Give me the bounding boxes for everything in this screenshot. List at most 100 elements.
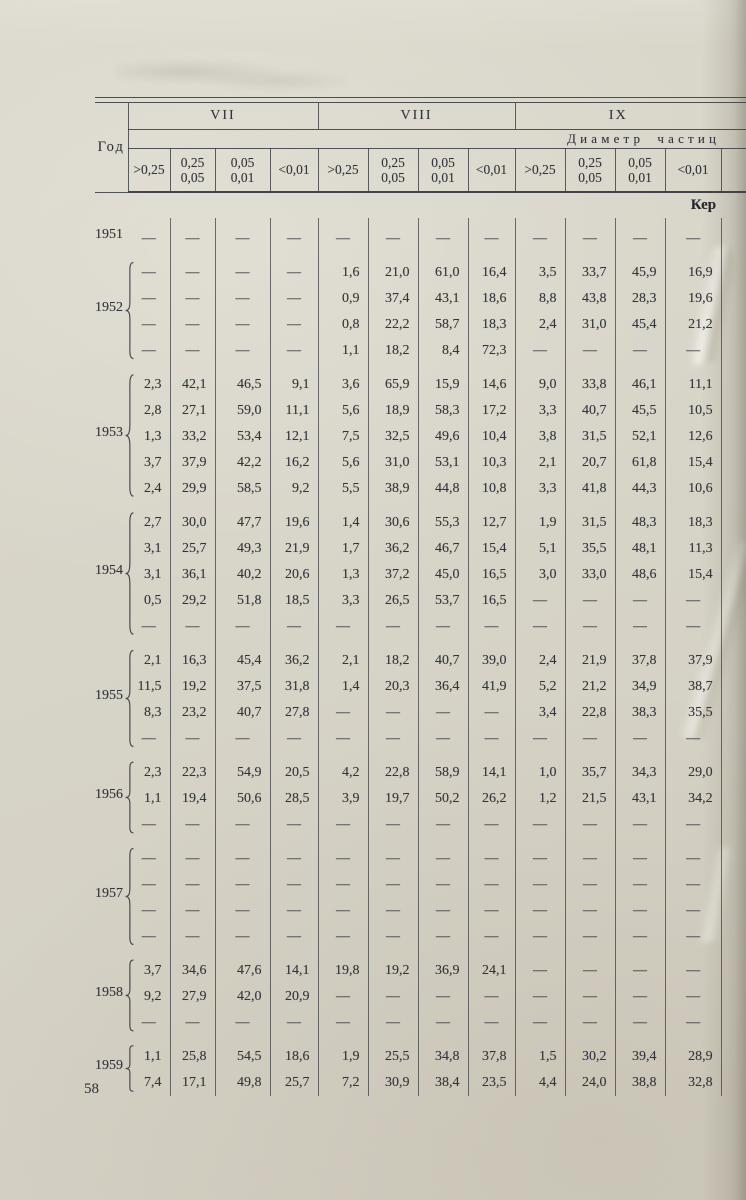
data-cell: —: [215, 252, 271, 286]
edge-cell: [721, 450, 746, 476]
data-cell: 0,9: [318, 286, 369, 312]
data-cell: —: [468, 872, 516, 898]
data-cell: 3,8: [515, 424, 566, 450]
data-cell: 33,7: [565, 252, 616, 286]
data-cell: —: [368, 614, 419, 640]
data-cell: 32,8: [665, 1070, 722, 1096]
data-cell: —: [665, 588, 722, 614]
edge-cell: [721, 218, 746, 252]
year-column-header: Год: [95, 102, 129, 193]
data-cell: 10,8: [468, 476, 516, 502]
subcol-header: >0,25: [515, 148, 566, 193]
data-cell: —: [515, 950, 566, 984]
data-cell: 22,8: [368, 752, 419, 786]
data-cell: 17,2: [468, 398, 516, 424]
data-cell: —: [128, 614, 171, 640]
data-cell: 47,6: [215, 950, 271, 984]
data-cell: 28,9: [665, 1036, 722, 1070]
data-cell: —: [418, 812, 469, 838]
data-cell: —: [615, 812, 666, 838]
group-brace-icon: [124, 1045, 135, 1092]
group-header-ix: IX: [514, 102, 722, 130]
edge-cell: [721, 812, 746, 838]
data-cell: —: [215, 218, 271, 252]
data-cell: 16,4: [468, 252, 516, 286]
data-cell: 10,5: [665, 398, 722, 424]
data-cell: 33,0: [565, 562, 616, 588]
data-cell: 16,3: [170, 640, 216, 674]
data-cell: 43,1: [615, 786, 666, 812]
data-cell: 53,7: [418, 588, 469, 614]
data-cell: —: [270, 614, 319, 640]
data-cell: 25,8: [170, 1036, 216, 1070]
data-cell: 15,4: [468, 536, 516, 562]
edge-cell: [721, 700, 746, 726]
year-label-1956: 1956: [95, 752, 128, 838]
table-row: 1958 3,7 34,6 47,6 14,1 19,8 19,2 36,9 24,1— — — —: [95, 950, 746, 984]
data-cell: —: [468, 614, 516, 640]
data-cell: —: [515, 338, 566, 364]
data-cell: 1,9: [515, 502, 566, 536]
data-cell: —: [170, 924, 216, 950]
data-cell: —: [318, 218, 369, 252]
data-cell: 43,1: [418, 286, 469, 312]
subcol-header: 0,05 0,01: [615, 148, 666, 193]
edge-cell: [721, 252, 746, 286]
data-cell: 37,8: [615, 640, 666, 674]
data-cell: 2,7: [128, 502, 171, 536]
data-cell: —: [128, 872, 171, 898]
data-cell: —: [515, 726, 566, 752]
data-cell: 45,4: [215, 640, 271, 674]
table-row: — — — — — — — — — — — —: [95, 614, 746, 640]
data-cell: —: [665, 338, 722, 364]
data-cell: 26,2: [468, 786, 516, 812]
data-cell: 19,6: [665, 286, 722, 312]
data-cell: 1,4: [318, 674, 369, 700]
data-cell: 59,0: [215, 398, 271, 424]
group-brace-icon: [124, 511, 135, 636]
data-cell: —: [515, 218, 566, 252]
data-cell: 1,0: [515, 752, 566, 786]
data-cell: —: [565, 872, 616, 898]
data-cell: 44,3: [615, 476, 666, 502]
data-cell: —: [665, 218, 722, 252]
data-cell: —: [170, 1010, 216, 1036]
data-cell: 39,4: [615, 1036, 666, 1070]
data-cell: 21,2: [565, 674, 616, 700]
data-cell: —: [565, 984, 616, 1010]
data-cell: 53,4: [215, 424, 271, 450]
data-cell: 9,2: [128, 984, 171, 1010]
data-cell: —: [418, 924, 469, 950]
table-row: 7,4 17,1 49,8 25,7 7,2 30,9 38,4 23,5 4,4 24,0 38,…: [95, 1070, 746, 1096]
data-cell: 49,6: [418, 424, 469, 450]
data-cell: 52,1: [615, 424, 666, 450]
data-cell: 3,0: [515, 562, 566, 588]
data-cell: 8,8: [515, 286, 566, 312]
year-text: 1955: [95, 688, 123, 703]
data-cell: 2,3: [128, 364, 171, 398]
data-cell: 1,4: [318, 502, 369, 536]
data-cell: 36,2: [368, 536, 419, 562]
data-cell: 38,9: [368, 476, 419, 502]
data-cell: —: [128, 898, 171, 924]
kep-note: Кер: [690, 197, 717, 213]
paper-smudge: [116, 52, 346, 96]
data-cell: —: [565, 338, 616, 364]
data-cell: 21,0: [368, 252, 419, 286]
edge-cell: [721, 536, 746, 562]
page-number: 58: [84, 1081, 99, 1097]
table-row: — — — — — — — — — — — —: [95, 812, 746, 838]
data-cell: 51,8: [215, 588, 271, 614]
data-cell: 1,7: [318, 536, 369, 562]
data-cell: 19,7: [368, 786, 419, 812]
data-cell: 11,1: [270, 398, 319, 424]
table-row: — — — — — — — — — — — —: [95, 1010, 746, 1036]
data-cell: 42,1: [170, 364, 216, 398]
data-cell: 31,0: [565, 312, 616, 338]
edge-cell: [721, 898, 746, 924]
data-cell: 16,5: [468, 588, 516, 614]
data-cell: 38,7: [665, 674, 722, 700]
table-row: 8,3 23,2 40,7 27,8— — — —3,4 22,8 38,3 35,5: [95, 700, 746, 726]
data-cell: 36,4: [418, 674, 469, 700]
data-cell: —: [368, 1010, 419, 1036]
